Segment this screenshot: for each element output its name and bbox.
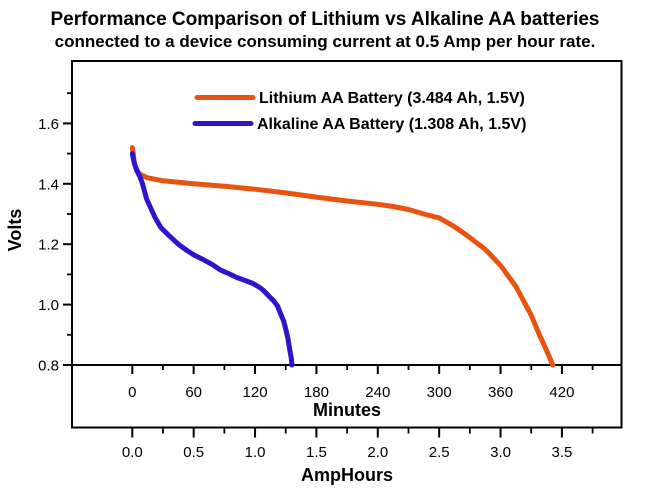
tick-label-amphours: 0.0 xyxy=(122,444,143,461)
tick-label-minutes: 60 xyxy=(185,384,202,401)
tick-label-amphours: 3.0 xyxy=(490,444,511,461)
tick-label-amphours: 0.5 xyxy=(183,444,204,461)
tick-label-minutes: 120 xyxy=(243,384,268,401)
tick-label-minutes: 0 xyxy=(128,384,136,401)
y-axis-label: Volts xyxy=(5,209,25,252)
curve-alkaline xyxy=(129,151,295,368)
legend-label-alkaline: Alkaline AA Battery (1.308 Ah, 1.5V) xyxy=(257,116,526,133)
tick-label-amphours: 2.0 xyxy=(367,444,388,461)
legend-label-lithium: Lithium AA Battery (3.484 Ah, 1.5V) xyxy=(259,90,525,107)
x-axis-label-amphours: AmpHours xyxy=(301,465,393,485)
tick-label-amphours: 1.0 xyxy=(245,444,266,461)
tick-label-minutes: 420 xyxy=(549,384,574,401)
x-axis-label-minutes: Minutes xyxy=(313,400,381,420)
tick-label-volts: 1.2 xyxy=(38,237,59,254)
ticks-layer: 1.6 1.4 1.2 1.0 0.8 0 60 120 180 240 300 360 420 0.0 0… xyxy=(38,92,594,461)
curve-lithium xyxy=(129,145,556,368)
tick-label-minutes: 180 xyxy=(304,384,329,401)
tick-label-volts: 1.0 xyxy=(38,297,59,314)
tick-label-minutes: 240 xyxy=(365,384,390,401)
chart-subtitle: connected to a device consuming current … xyxy=(55,32,596,51)
tick-label-amphours: 2.5 xyxy=(429,444,450,461)
tick-label-minutes: 360 xyxy=(488,384,513,401)
tick-label-volts: 1.6 xyxy=(38,116,59,133)
curves-layer xyxy=(129,145,556,368)
tick-label-amphours: 1.5 xyxy=(306,444,327,461)
tick-label-amphours: 3.5 xyxy=(551,444,572,461)
tick-label-volts: 0.8 xyxy=(38,358,59,375)
legend: Lithium AA Battery (3.484 Ah, 1.5V) Alka… xyxy=(192,90,526,133)
chart-title: Performance Comparison of Lithium vs Alk… xyxy=(50,9,599,30)
tick-label-volts: 1.4 xyxy=(38,176,59,193)
tick-label-minutes: 300 xyxy=(427,384,452,401)
